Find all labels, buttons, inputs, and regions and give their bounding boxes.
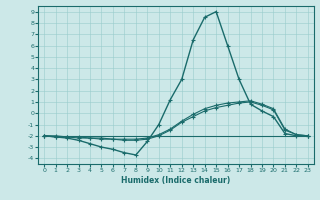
X-axis label: Humidex (Indice chaleur): Humidex (Indice chaleur) [121, 176, 231, 185]
